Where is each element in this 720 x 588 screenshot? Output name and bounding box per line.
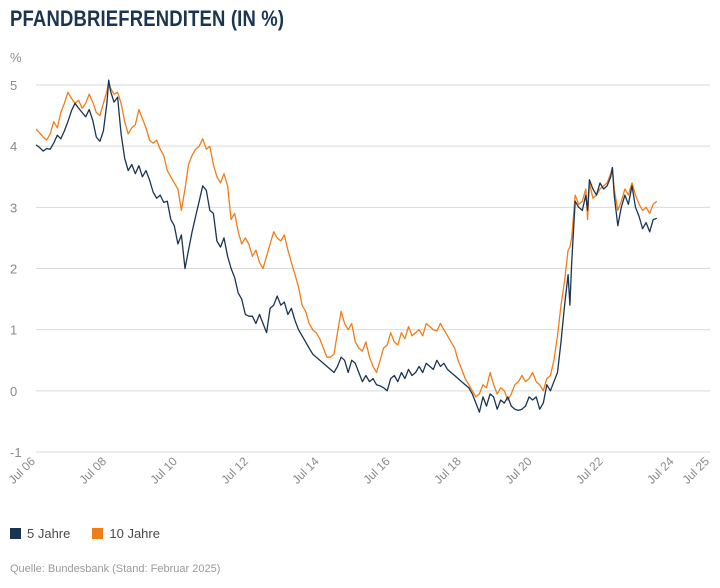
legend-swatch-5-jahre — [10, 528, 21, 539]
source-note: Quelle: Bundesbank (Stand: Februar 2025) — [10, 563, 221, 575]
y-tick-label: -1 — [10, 445, 22, 460]
y-tick-label: 1 — [10, 323, 17, 338]
x-tick-label: Jul 25 — [680, 454, 713, 487]
series-line-5-jahre — [35, 79, 658, 413]
series-lines — [35, 79, 658, 413]
x-tick-label: Jul 24 — [644, 454, 677, 487]
legend-item-10-jahre[interactable]: 10 Jahre — [92, 526, 160, 541]
legend-swatch-10-jahre — [92, 528, 104, 539]
series-line-10-jahre — [35, 81, 658, 401]
x-tick-label: Jul 12 — [218, 454, 251, 487]
x-tick-label: Jul 18 — [431, 454, 464, 487]
legend-label-10-jahre: 10 Jahre — [109, 526, 160, 541]
legend-label-5-jahre: 5 Jahre — [27, 526, 71, 541]
x-tick-label: Jul 14 — [289, 454, 322, 487]
x-tick-label: Jul 08 — [77, 454, 110, 487]
y-axis-label: % — [10, 50, 22, 65]
y-axis-ticks: -1 0 1 2 3 4 5 — [10, 78, 22, 460]
y-tick-label: 2 — [10, 262, 17, 277]
x-axis-ticks: Jul 06 Jul 08 Jul 10 Jul 12 Jul 14 Jul 16 Jul … — [6, 454, 713, 487]
x-tick-label: Jul 20 — [502, 454, 535, 487]
grid-lines — [36, 84, 710, 453]
y-tick-label: 0 — [10, 384, 17, 399]
y-tick-label: 3 — [10, 200, 17, 215]
legend-item-5-jahre[interactable]: 5 Jahre — [10, 526, 70, 541]
y-tick-label: 4 — [10, 139, 17, 154]
legend: 5 Jahre 10 Jahre — [10, 526, 160, 541]
chart-title: PFANDBRIEFRENDITEN (IN %) — [10, 6, 285, 31]
y-tick-label: 5 — [10, 78, 17, 93]
x-tick-label: Jul 16 — [360, 454, 393, 487]
x-tick-label: Jul 22 — [573, 454, 606, 487]
x-tick-label: Jul 10 — [147, 454, 180, 487]
